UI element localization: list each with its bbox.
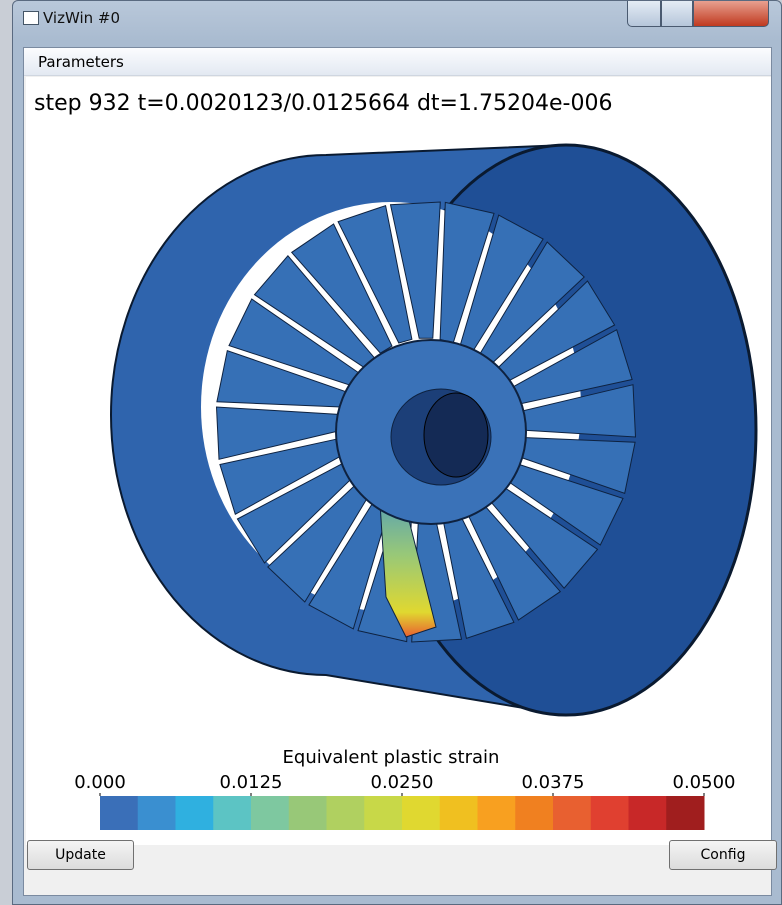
colorbar-title: Equivalent plastic strain <box>283 747 500 768</box>
colorbar-swatch <box>591 796 629 830</box>
colorbar-swatch <box>138 796 176 830</box>
window-title: VizWin #0 <box>43 9 120 27</box>
close-button[interactable] <box>693 1 769 27</box>
window-icon <box>23 11 39 25</box>
minimize-button[interactable] <box>627 1 661 27</box>
colorbar-swatch <box>327 796 365 830</box>
status-text: step 932 t=0.0020123/0.0125664 dt=1.7520… <box>34 91 612 116</box>
colorbar-swatch <box>515 796 553 830</box>
colorbar-tick-label: 0.0375 <box>522 772 585 793</box>
colorbar-swatch <box>553 796 591 830</box>
config-button[interactable]: Config <box>669 840 777 870</box>
client-area: Parameters step 932 t=0.0020123/0.012566… <box>23 47 772 896</box>
menu-item[interactable]: Parameters <box>38 53 124 71</box>
colorbar-swatch <box>440 796 478 830</box>
colorbar-tick-label: 0.000 <box>74 772 126 793</box>
menu-bar: Parameters <box>24 48 771 76</box>
colorbar-swatch <box>289 796 327 830</box>
colorbar-tick-label: 0.0125 <box>220 772 283 793</box>
viewport: step 932 t=0.0020123/0.0125664 dt=1.7520… <box>26 77 771 845</box>
window: VizWin #0 Parameters step 932 t=0.002012… <box>12 0 782 905</box>
colorbar-swatch <box>213 796 251 830</box>
colorbar-swatch <box>251 796 289 830</box>
screen: VizWin #0 Parameters step 932 t=0.002012… <box>0 0 782 905</box>
model <box>111 145 756 715</box>
colorbar-swatch <box>402 796 440 830</box>
update-button[interactable]: Update <box>27 840 134 870</box>
colorbar-tick-label: 0.0500 <box>673 772 736 793</box>
colorbar-swatch <box>176 796 214 830</box>
colorbar-swatch <box>478 796 516 830</box>
maximize-button[interactable] <box>661 1 693 27</box>
colorbar-swatch <box>364 796 402 830</box>
colorbar-tick-label: 0.0250 <box>371 772 434 793</box>
spinner <box>424 393 488 477</box>
colorbar-swatch <box>666 796 704 830</box>
colorbar-swatch <box>100 796 138 830</box>
colorbar-swatch <box>629 796 667 830</box>
